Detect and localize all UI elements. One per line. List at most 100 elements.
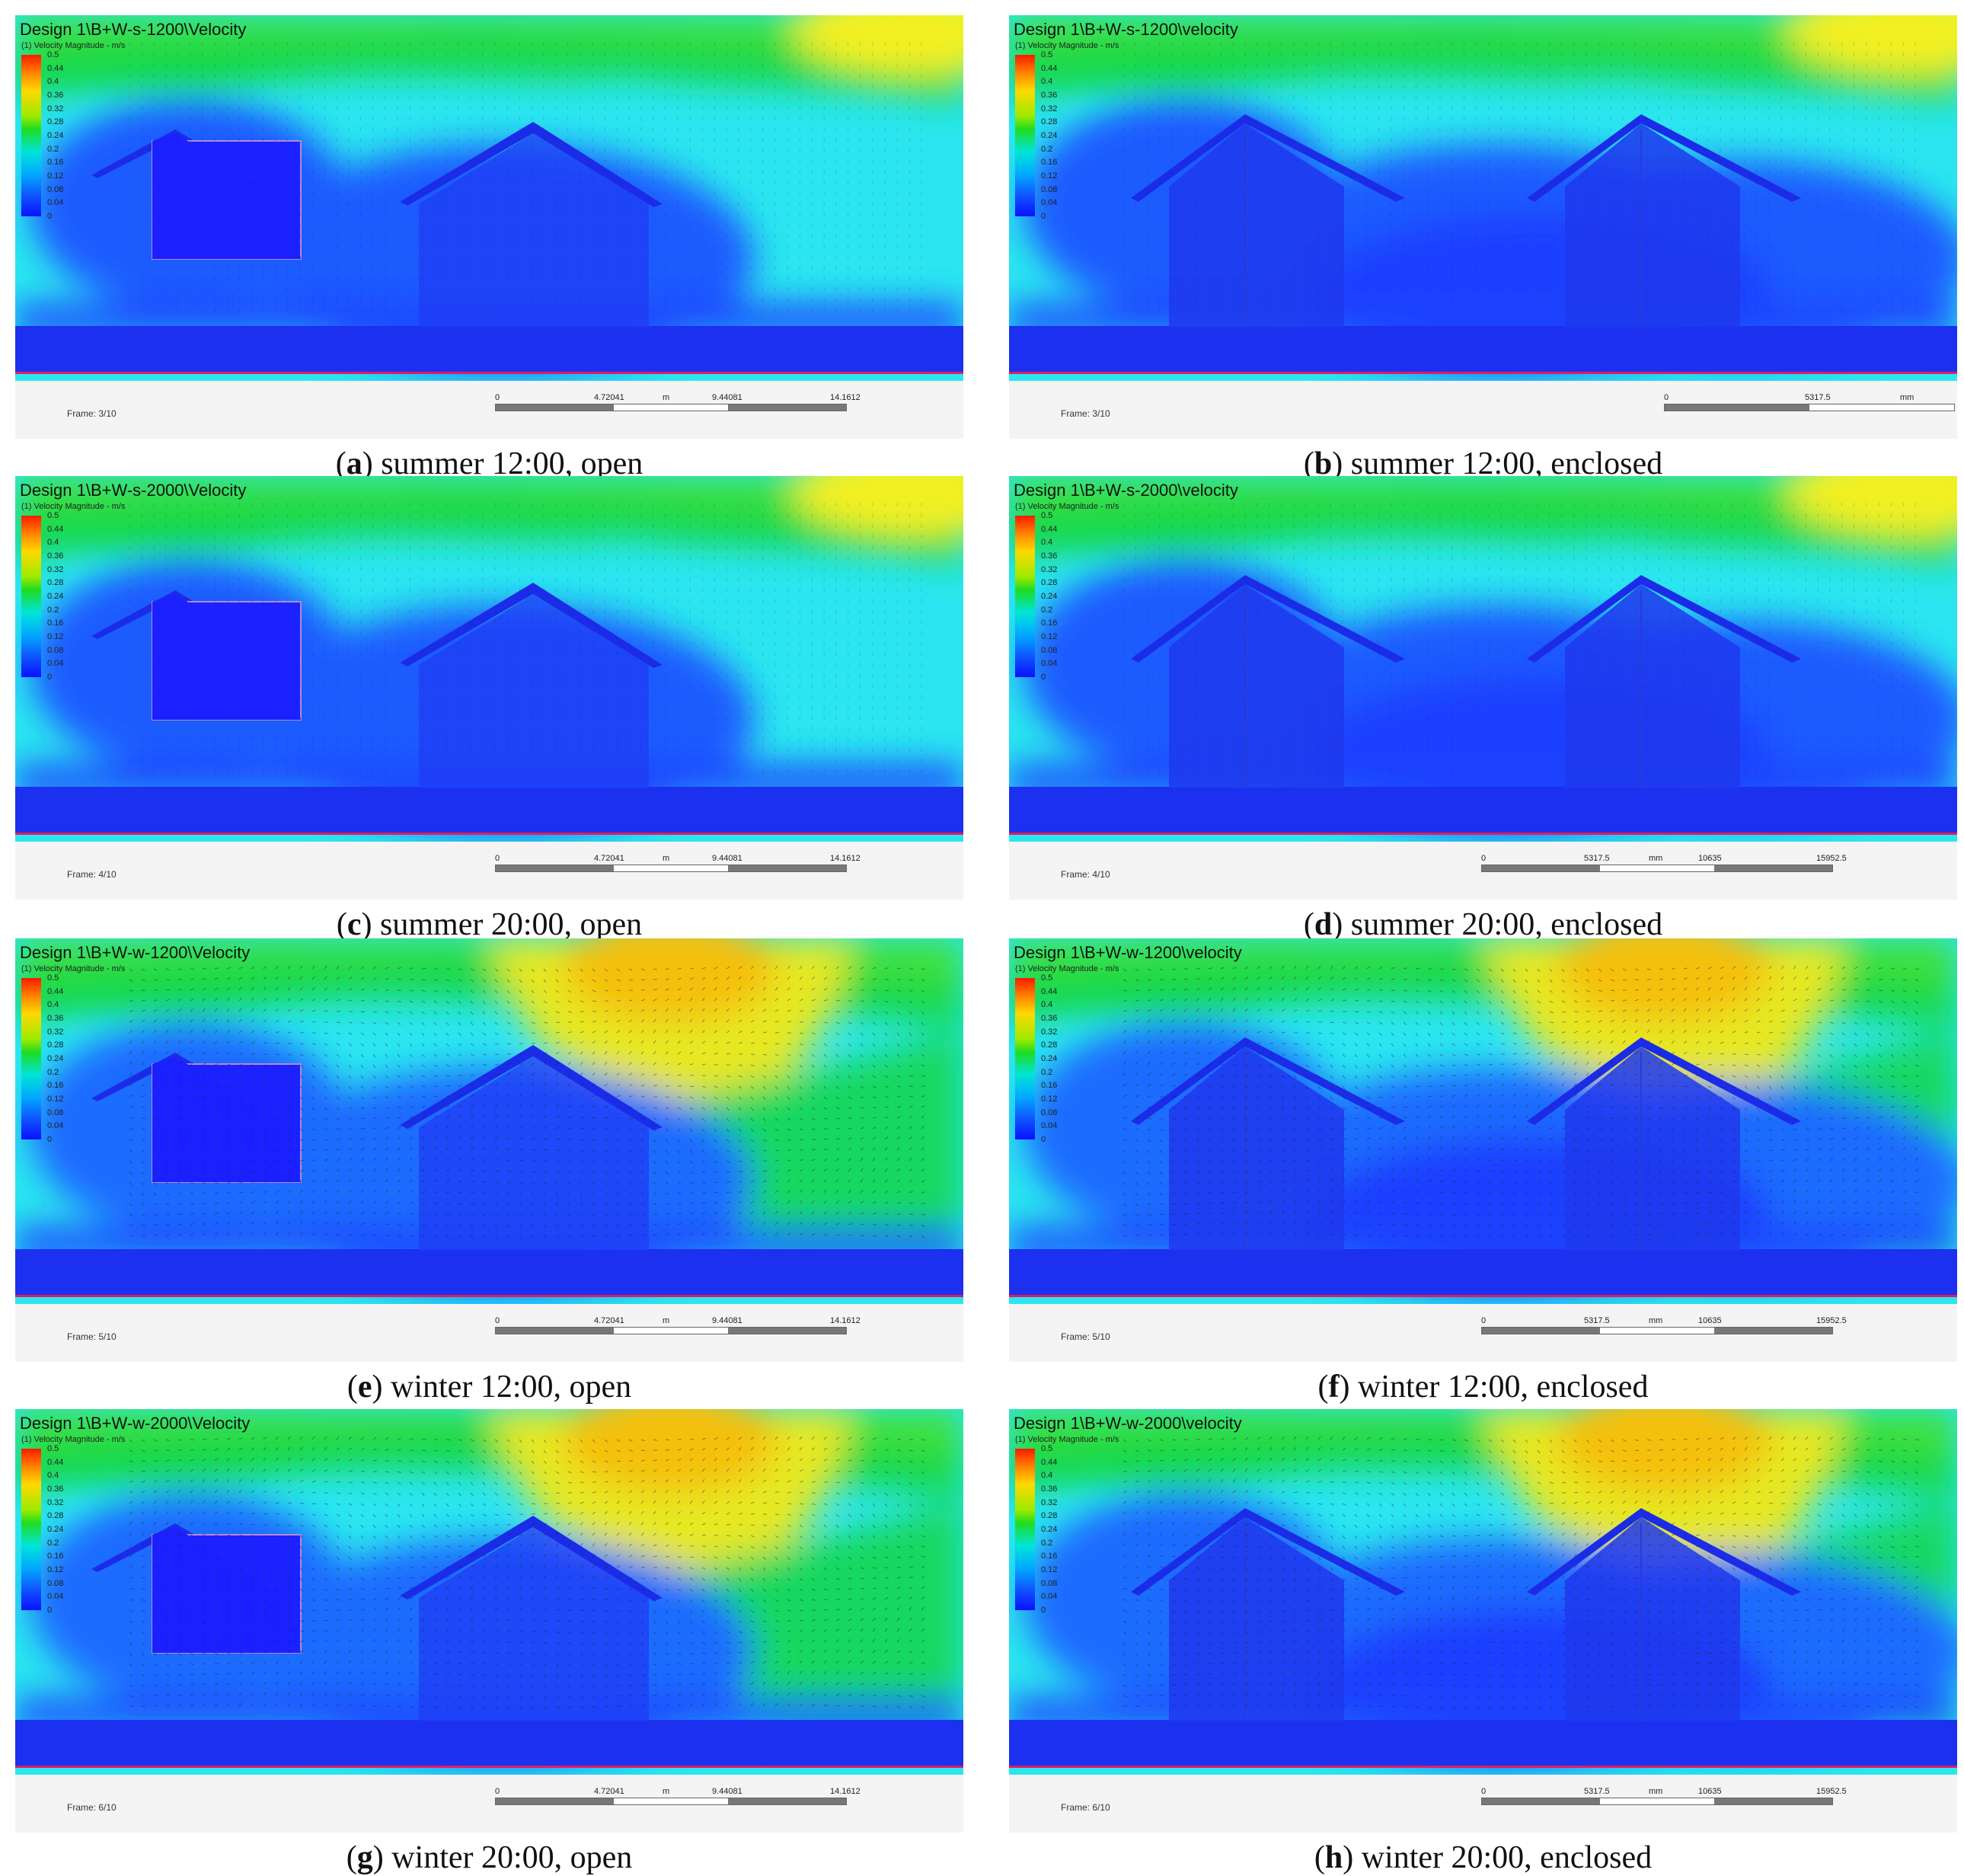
legend-tick: 0.36 xyxy=(47,1014,63,1023)
scale-label: 4.72041 xyxy=(594,393,624,402)
velocity-plot: Design 1\B+W-s-1200\Velocity(1) Velocity… xyxy=(15,15,963,381)
legend-tick: 0.36 xyxy=(47,1485,63,1494)
legend-tick: 0.12 xyxy=(47,632,63,641)
legend-tick: 0.24 xyxy=(1041,1525,1057,1534)
legend-tick: 0.2 xyxy=(47,606,59,615)
legend-tick: 0.5 xyxy=(47,511,59,520)
legend-tick: 0.04 xyxy=(1041,198,1057,207)
plot-title: Design 1\B+W-s-1200\velocity xyxy=(1014,20,1238,40)
panel-e: Design 1\B+W-w-1200\Velocity(1) Velocity… xyxy=(15,938,963,1362)
panel-caption: (g) winter 20:00, open xyxy=(15,1839,963,1876)
legend-tick: 0.24 xyxy=(1041,1054,1057,1063)
plot-title: Design 1\B+W-w-2000\Velocity xyxy=(20,1414,250,1433)
legend-tick: 0.4 xyxy=(1041,538,1052,547)
frame-label: Frame: 6/10 xyxy=(67,1802,117,1813)
legend-tick: 0.36 xyxy=(1041,91,1057,100)
scale-label: 4.72041 xyxy=(594,1316,624,1325)
scale-label: mm xyxy=(1900,393,1914,402)
legend-tick: 0.2 xyxy=(1041,145,1052,154)
legend-tick: 0.04 xyxy=(1041,659,1057,668)
legend-tick: 0.24 xyxy=(47,131,63,140)
legend-tick: 0.44 xyxy=(47,987,63,996)
legend-tick: 0.36 xyxy=(47,91,63,100)
legend-tick: 0.5 xyxy=(1041,1444,1052,1453)
scale-label: 9.44081 xyxy=(712,854,742,863)
panel-b: Design 1\B+W-s-1200\velocity(1) Velocity… xyxy=(1009,15,1957,439)
scale-label: mm xyxy=(1649,1316,1662,1325)
legend-tick: 0.08 xyxy=(1041,1108,1057,1117)
legend-tick: 0.44 xyxy=(1041,987,1057,996)
legend-tick: 0 xyxy=(1041,1135,1046,1144)
legend-tick: 0 xyxy=(1041,1606,1046,1615)
legend-colorbar xyxy=(1015,978,1035,1139)
domain-boundary xyxy=(1009,1295,1957,1297)
legend-tick: 0.12 xyxy=(47,1095,63,1104)
velocity-plot: Design 1\B+W-s-2000\Velocity(1) Velocity… xyxy=(15,476,963,842)
scale-label: 0 xyxy=(495,1316,500,1325)
legend-tick: 0.04 xyxy=(47,659,63,668)
velocity-plot: Design 1\B+W-s-2000\velocity(1) Velocity… xyxy=(1009,476,1957,842)
legend-tick: 0.16 xyxy=(47,1552,63,1561)
legend-tick: 0 xyxy=(47,1606,52,1615)
legend-header: (1) Velocity Magnitude - m/s xyxy=(21,1435,125,1444)
scale-label: 14.1612 xyxy=(830,854,861,863)
legend-tick: 0.5 xyxy=(1041,50,1052,59)
legend-tick: 0.2 xyxy=(47,1539,59,1548)
legend-tick: 0.2 xyxy=(1041,1068,1052,1077)
legend-tick: 0.16 xyxy=(47,1081,63,1090)
caption-text: winter 20:00, open xyxy=(391,1840,632,1875)
legend-tick: 0.08 xyxy=(1041,1579,1057,1588)
panel-letter: e xyxy=(358,1369,372,1405)
legend-tick: 0.32 xyxy=(1041,1498,1057,1507)
legend-tick: 0.4 xyxy=(1041,1000,1052,1009)
legend-tick: 0 xyxy=(47,1135,52,1144)
legend-tick: 0.4 xyxy=(47,538,59,547)
plot-title: Design 1\B+W-w-1200\Velocity xyxy=(20,943,250,963)
legend-tick: 0.28 xyxy=(47,1040,63,1050)
legend-tick: 0.16 xyxy=(1041,158,1057,167)
legend-header: (1) Velocity Magnitude - m/s xyxy=(1015,502,1119,511)
legend-header: (1) Velocity Magnitude - m/s xyxy=(1015,41,1119,50)
legend-tick: 0.32 xyxy=(47,565,63,574)
frame-label: Frame: 5/10 xyxy=(1061,1331,1110,1342)
legend-tick: 0.5 xyxy=(1041,973,1052,983)
legend-tick: 0.32 xyxy=(1041,104,1057,113)
legend-colorbar xyxy=(21,55,41,216)
legend-tick: 0.28 xyxy=(47,578,63,587)
caption-text: winter 20:00, enclosed xyxy=(1362,1840,1652,1875)
scale-label: 0 xyxy=(495,854,500,863)
legend-tick: 0.28 xyxy=(1041,578,1057,587)
scale-label: 0 xyxy=(1481,1316,1486,1325)
legend-colorbar xyxy=(1015,55,1035,216)
legend-header: (1) Velocity Magnitude - m/s xyxy=(21,502,125,511)
domain-boundary xyxy=(1009,833,1957,835)
legend-header: (1) Velocity Magnitude - m/s xyxy=(21,41,125,50)
legend-tick: 0.28 xyxy=(47,1511,63,1520)
scale-label: 5317.5 xyxy=(1584,854,1610,863)
panel-caption: (d) summer 20:00, enclosed xyxy=(1009,906,1957,943)
legend-tick: 0.28 xyxy=(47,117,63,126)
legend-header: (1) Velocity Magnitude - m/s xyxy=(21,964,125,973)
legend-tick: 0.16 xyxy=(1041,1552,1057,1561)
legend-tick: 0.4 xyxy=(47,1000,59,1009)
legend-tick: 0.4 xyxy=(47,1471,59,1480)
scale-label: 9.44081 xyxy=(712,1787,742,1796)
legend-header: (1) Velocity Magnitude - m/s xyxy=(1015,1435,1119,1444)
panel-caption: (f) winter 12:00, enclosed xyxy=(1009,1369,1957,1405)
scale-label: 0 xyxy=(495,393,500,402)
panel-letter: d xyxy=(1314,907,1332,942)
legend-tick: 0.36 xyxy=(1041,1014,1057,1023)
scale-label: 14.1612 xyxy=(830,1316,861,1325)
legend-tick: 0 xyxy=(1041,212,1046,221)
legend-header: (1) Velocity Magnitude - m/s xyxy=(1015,964,1119,973)
panel-a: Design 1\B+W-s-1200\Velocity(1) Velocity… xyxy=(15,15,963,439)
domain-boundary xyxy=(15,372,963,374)
legend-tick: 0.32 xyxy=(47,1498,63,1507)
domain-boundary xyxy=(15,833,963,835)
